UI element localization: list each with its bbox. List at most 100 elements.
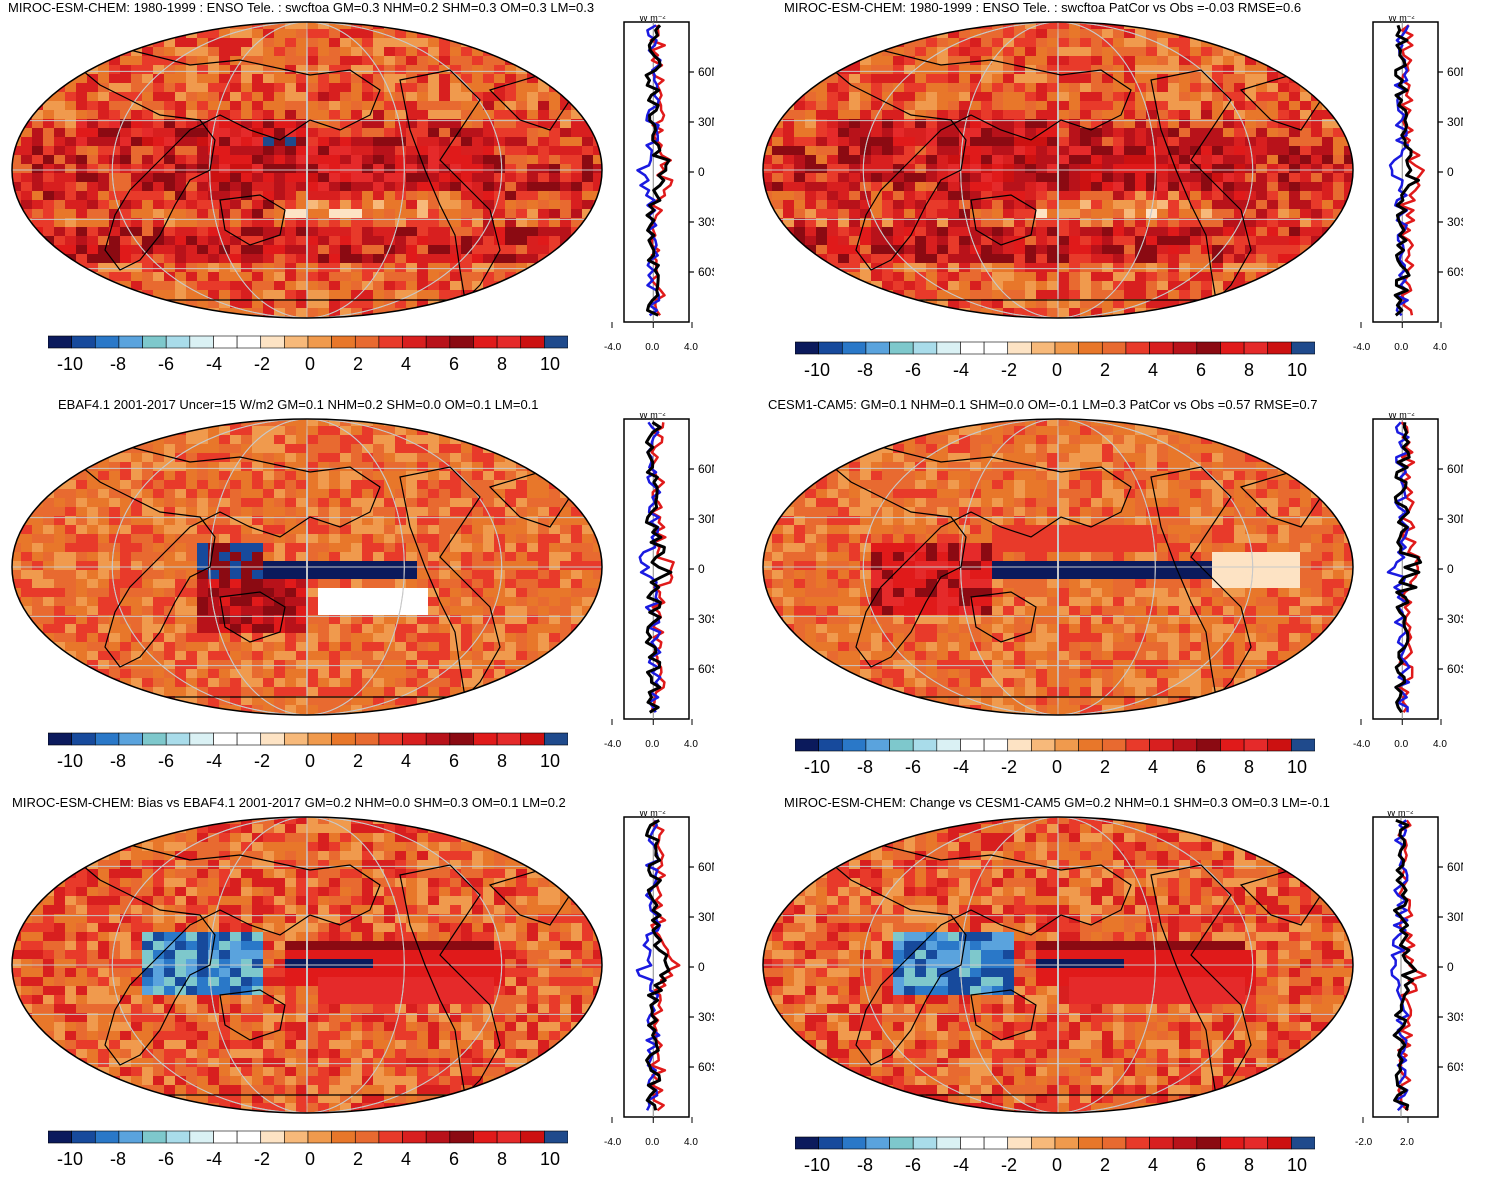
colorbar-swatch: [403, 336, 427, 348]
zonal-mean-profile: 60N30N030S60S-4.00.04.0W m⁻²: [1353, 16, 1463, 356]
colorbar-swatch: [913, 739, 937, 751]
colorbar-label: 2: [1100, 1155, 1110, 1175]
panel-title: CESM1-CAM5: GM=0.1 NHM=0.1 SHM=0.0 OM=-0…: [768, 397, 1317, 412]
units-label: W m⁻²: [1387, 811, 1413, 818]
colorbar-swatch: [1244, 342, 1268, 354]
colorbar-swatch: [379, 1131, 403, 1143]
colorbar-swatch: [166, 336, 190, 348]
world-map: [761, 417, 1355, 717]
units-label: W m⁻²: [1388, 413, 1414, 420]
lat-label: 60S: [1447, 265, 1463, 279]
colorbar-swatch: [1220, 739, 1244, 751]
colorbar-swatch: [190, 336, 214, 348]
lat-label: 60S: [698, 265, 714, 279]
colorbar-swatch: [1031, 342, 1055, 354]
colorbar-swatch: [355, 336, 379, 348]
colorbar-label: -8: [110, 1149, 126, 1169]
colorbar-swatch: [544, 336, 568, 348]
colorbar-swatch: [1055, 342, 1079, 354]
colorbar-label: 6: [1196, 360, 1206, 380]
zonal-mean-profile: 60N30N030S60S-4.00.04.0W m⁻²: [1353, 413, 1463, 753]
colorbar-swatch: [237, 733, 261, 745]
colorbar-swatch: [1197, 1137, 1221, 1149]
colorbar-swatch: [119, 336, 143, 348]
colorbar-swatch: [866, 1137, 890, 1149]
lat-label: 30N: [1447, 115, 1463, 129]
colorbar-swatch: [332, 336, 356, 348]
colorbar-swatch: [213, 1131, 237, 1143]
x-tick-label: -4.0: [604, 342, 622, 353]
colorbar-swatch: [819, 342, 843, 354]
colorbar-label: 0: [1052, 1155, 1062, 1175]
colorbar-label: 8: [1244, 757, 1254, 777]
colorbar-swatch: [143, 733, 167, 745]
colorbar-swatch: [261, 1131, 285, 1143]
colorbar-label: 10: [1287, 757, 1307, 777]
colorbar-swatch: [261, 733, 285, 745]
colorbar-label: 4: [1148, 757, 1158, 777]
colorbar-swatch: [1126, 1137, 1150, 1149]
colorbar-label: -8: [857, 1155, 873, 1175]
colorbar-swatch: [1291, 342, 1315, 354]
colorbar-label: 6: [449, 1149, 459, 1169]
panel-title: MIROC-ESM-CHEM: 1980-1999 : ENSO Tele. :…: [8, 0, 594, 15]
colorbar-swatch: [890, 1137, 914, 1149]
colorbar-swatch: [450, 336, 474, 348]
x-tick-label: 0.0: [645, 739, 659, 750]
x-tick-label: -4.0: [604, 739, 622, 750]
colorbar-swatch: [72, 336, 96, 348]
lat-label: 30N: [1447, 910, 1463, 924]
colorbar-swatch: [1220, 342, 1244, 354]
colorbar-swatch: [166, 733, 190, 745]
x-tick-label: 0.0: [645, 1137, 659, 1148]
colorbar-swatch: [1055, 739, 1079, 751]
colorbar-swatch: [1126, 342, 1150, 354]
colorbar-swatch: [332, 733, 356, 745]
colorbar-label: -6: [905, 360, 921, 380]
colorbar-swatch: [1079, 1137, 1103, 1149]
world-map: [10, 815, 604, 1115]
colorbar-swatch: [450, 733, 474, 745]
colorbar-swatch: [213, 733, 237, 745]
colorbar-swatch: [1055, 1137, 1079, 1149]
colorbar-swatch: [473, 336, 497, 348]
colorbar-swatch: [1197, 342, 1221, 354]
colorbar-swatch: [842, 342, 866, 354]
colorbar-label: 6: [449, 354, 459, 374]
colorbar-label: -10: [57, 1149, 83, 1169]
colorbar-swatch: [795, 739, 819, 751]
lat-label: 30S: [698, 1010, 714, 1024]
colorbar-swatch: [473, 733, 497, 745]
lat-label: 0: [698, 165, 705, 179]
lat-label: 30S: [1447, 612, 1463, 626]
colorbar-swatch: [1126, 739, 1150, 751]
colorbar-label: 0: [1052, 757, 1062, 777]
colorbar-label: -10: [804, 360, 830, 380]
units-label: W m⁻²: [639, 413, 665, 420]
zonal-mean-profile: 60N30N030S60S-4.00.04.0W m⁻²: [604, 16, 714, 356]
colorbar-label: -2: [1001, 360, 1017, 380]
colorbar-swatch: [143, 1131, 167, 1143]
colorbar-swatch: [1173, 739, 1197, 751]
colorbar-label: -6: [158, 1149, 174, 1169]
colorbar-swatch: [426, 336, 450, 348]
lat-label: 60S: [1447, 1060, 1463, 1074]
lat-label: 60N: [1447, 860, 1463, 874]
colorbar-label: -4: [206, 1149, 222, 1169]
colorbar-swatch: [544, 733, 568, 745]
colorbar-swatch: [237, 336, 261, 348]
colorbar-swatch: [1244, 1137, 1268, 1149]
x-tick-label: 4.0: [1433, 342, 1447, 353]
colorbar-swatch: [1008, 1137, 1032, 1149]
x-tick-label: 4.0: [684, 342, 698, 353]
colorbar-label: 8: [1244, 360, 1254, 380]
lat-label: 0: [1447, 165, 1454, 179]
colorbar-label: 8: [497, 1149, 507, 1169]
lat-label: 0: [1447, 960, 1454, 974]
colorbar-swatch: [1008, 342, 1032, 354]
colorbar-label: -2: [1001, 1155, 1017, 1175]
colorbar-swatch: [1268, 342, 1292, 354]
colorbar-swatch: [1008, 739, 1032, 751]
colorbar-swatch: [119, 1131, 143, 1143]
colorbar-swatch: [913, 1137, 937, 1149]
